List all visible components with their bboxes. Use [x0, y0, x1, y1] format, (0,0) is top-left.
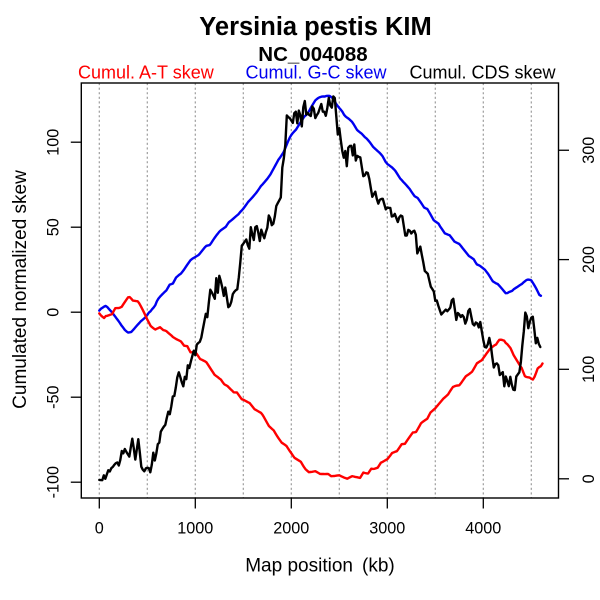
svg-text:2000: 2000 — [273, 520, 309, 538]
svg-text:Yersinia pestis KIM: Yersinia pestis KIM — [199, 13, 431, 41]
svg-text:4000: 4000 — [465, 520, 501, 538]
svg-text:0: 0 — [95, 520, 104, 538]
svg-text:-50: -50 — [45, 385, 63, 408]
svg-text:Map position (kb): Map position (kb) — [245, 556, 395, 577]
svg-text:100: 100 — [580, 356, 598, 383]
svg-text:Cumul. G-C skew: Cumul. G-C skew — [245, 63, 387, 83]
svg-text:Cumulated normalized skew: Cumulated normalized skew — [10, 170, 31, 409]
svg-text:100: 100 — [45, 129, 63, 156]
svg-text:3000: 3000 — [369, 520, 405, 538]
svg-text:-100: -100 — [45, 466, 63, 498]
svg-text:1000: 1000 — [177, 520, 213, 538]
svg-text:200: 200 — [580, 246, 598, 273]
svg-text:300: 300 — [580, 137, 598, 164]
svg-text:Cumul. A-T skew: Cumul. A-T skew — [78, 63, 215, 83]
svg-text:0: 0 — [45, 308, 63, 317]
svg-text:Cumul. CDS skew: Cumul. CDS skew — [409, 63, 556, 83]
svg-text:NC_004088: NC_004088 — [258, 43, 367, 66]
svg-text:0: 0 — [580, 474, 598, 483]
svg-text:50: 50 — [45, 218, 63, 236]
